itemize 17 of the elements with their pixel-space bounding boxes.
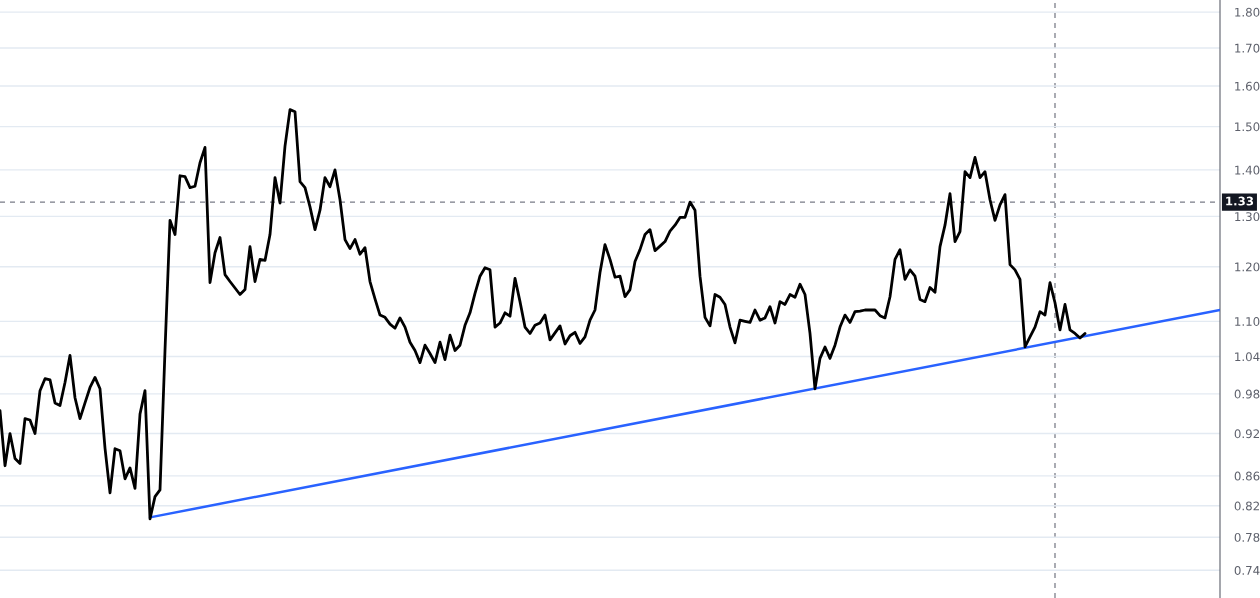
y-tick-label: 1.70 <box>1235 43 1260 53</box>
y-tick-label: 1.80 <box>1235 7 1260 17</box>
y-tick-label: 1.40 <box>1235 165 1260 175</box>
y-tick-label: 1.30 <box>1235 212 1260 222</box>
y-tick-label: 0.74 <box>1234 565 1260 575</box>
y-tick-label: 0.78 <box>1234 532 1260 542</box>
y-tick-label: 1.50 <box>1235 122 1260 132</box>
y-tick-label: 1.04 <box>1235 352 1260 362</box>
y-tick-label: 0.92 <box>1234 429 1259 439</box>
y-tick-label: 1.60 <box>1235 81 1260 91</box>
line-series <box>0 108 1087 521</box>
y-tick-label: 1.20 <box>1235 262 1260 272</box>
ref-line-label: 1.33 <box>1226 196 1254 206</box>
y-tick-label: 0.86 <box>1234 471 1260 481</box>
y-tick-label: 0.82 <box>1234 501 1259 511</box>
y-tick-label: 1.10 <box>1235 317 1260 326</box>
y-tick-label: 0.98 <box>1234 389 1260 399</box>
